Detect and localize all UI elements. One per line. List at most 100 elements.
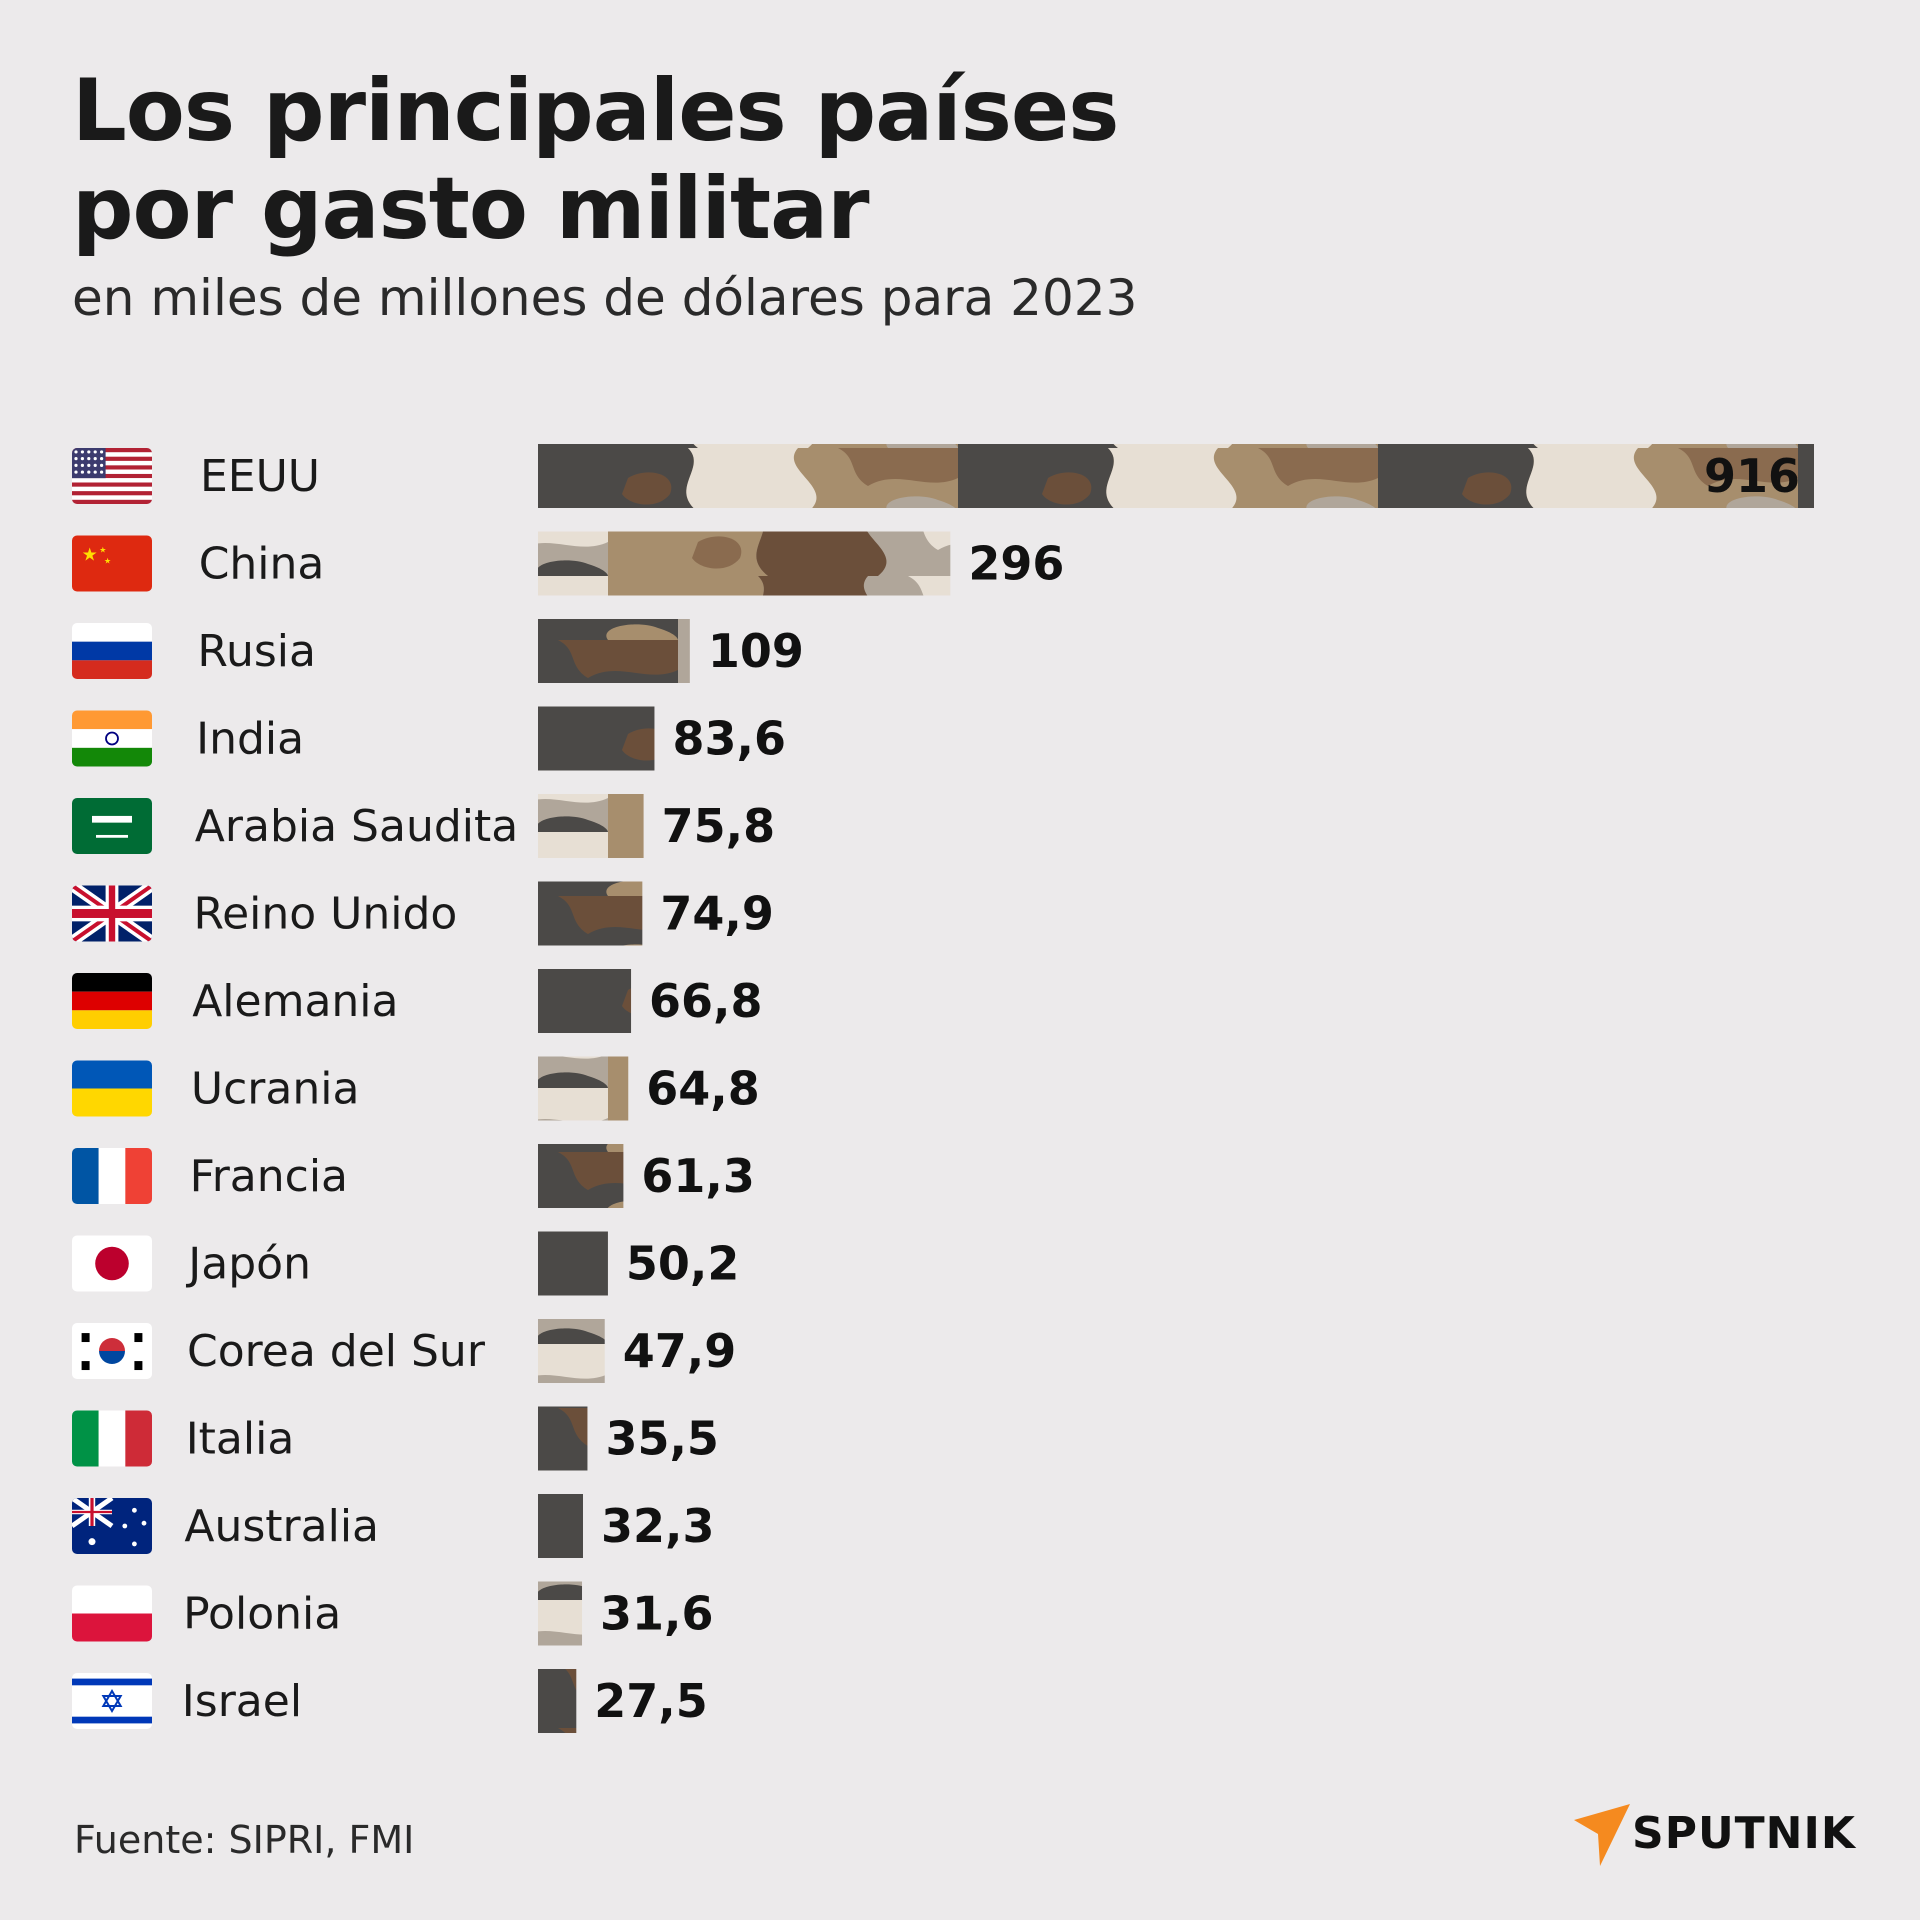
flag-star bbox=[100, 450, 104, 454]
bar-row: Corea del Sur 47,9 bbox=[72, 1319, 736, 1383]
data-label: 75,8 bbox=[662, 799, 776, 853]
flag-trigram bbox=[81, 1361, 90, 1371]
page-subtitle: en miles de millones de dólares para 202… bbox=[72, 269, 1138, 327]
flag-stripe bbox=[72, 1716, 152, 1724]
flag-icon bbox=[72, 448, 152, 504]
flag-icon bbox=[72, 1323, 152, 1379]
bar-row: EEUU 916 bbox=[72, 444, 1814, 508]
flag-sun bbox=[95, 1246, 129, 1281]
title-line-2: por gasto militar bbox=[72, 159, 870, 259]
flag-star bbox=[100, 457, 104, 461]
flag-star bbox=[80, 457, 84, 461]
category-label: Rusia bbox=[197, 626, 316, 677]
flag-part bbox=[98, 1410, 126, 1467]
flag-star bbox=[74, 450, 78, 454]
bar bbox=[538, 794, 644, 858]
bar bbox=[538, 531, 951, 596]
flag-star bbox=[100, 470, 104, 474]
flag-icon bbox=[72, 1498, 152, 1554]
flag-stripe bbox=[72, 456, 152, 461]
flag-part bbox=[125, 1410, 152, 1467]
flag-star bbox=[87, 450, 91, 454]
flag-star bbox=[80, 463, 84, 467]
flag-icon bbox=[72, 973, 152, 1029]
flag-stripe bbox=[72, 469, 152, 474]
flag-icon: ★ ★★ bbox=[72, 535, 152, 592]
bar-row: Reino Unido 74,9 bbox=[72, 881, 774, 946]
flag-star bbox=[141, 1520, 147, 1526]
flag-part bbox=[72, 1148, 99, 1204]
flag-part bbox=[72, 747, 152, 767]
bar bbox=[538, 706, 655, 771]
bar-row: Israel 27,5 bbox=[72, 1669, 708, 1733]
flag-part bbox=[72, 660, 152, 679]
flag-star bbox=[93, 450, 97, 454]
category-label: EEUU bbox=[200, 451, 320, 502]
bar bbox=[538, 444, 1814, 508]
bar bbox=[538, 1581, 583, 1646]
bar bbox=[538, 1406, 588, 1471]
logo-wordmark: SPUTNIK bbox=[1632, 1808, 1856, 1859]
sputnik-logo: SPUTNIK bbox=[1570, 1800, 1860, 1870]
data-label: 50,2 bbox=[626, 1237, 740, 1291]
flag-star bbox=[74, 463, 78, 467]
flag-star bbox=[74, 457, 78, 461]
source-note: Fuente: SIPRI, FMI bbox=[74, 1818, 415, 1862]
bar-row: Rusia 109 bbox=[72, 619, 804, 683]
flag-icon bbox=[72, 798, 152, 854]
flag-icon bbox=[72, 710, 152, 767]
flag-part bbox=[72, 710, 152, 730]
bar-row: ★ ★★ China 296 bbox=[72, 531, 1064, 596]
bar-row: Australia 32,3 bbox=[72, 1494, 714, 1558]
bar-row: Francia 61,3 bbox=[72, 1144, 755, 1208]
category-label: Reino Unido bbox=[194, 889, 458, 940]
flag-star bbox=[93, 470, 97, 474]
page-title: Los principales países por gasto militar bbox=[72, 62, 1372, 258]
bar-row: Japón 50,2 bbox=[72, 1231, 740, 1296]
flag-icon bbox=[72, 1148, 152, 1204]
flag-star bbox=[93, 457, 97, 461]
data-label: 916 bbox=[1704, 449, 1800, 503]
data-label: 296 bbox=[968, 537, 1064, 591]
flag-icon bbox=[72, 623, 152, 679]
category-label: Arabia Saudita bbox=[195, 801, 518, 852]
flag-star bbox=[87, 470, 91, 474]
category-label: China bbox=[199, 539, 325, 590]
bar bbox=[538, 1056, 629, 1121]
data-label: 27,5 bbox=[594, 1674, 708, 1728]
data-label: 66,8 bbox=[649, 974, 763, 1028]
flag-taeguk bbox=[99, 1351, 125, 1364]
flag-cross bbox=[72, 1510, 112, 1514]
flag-part bbox=[125, 1148, 152, 1204]
bar-row: Alemania 66,8 bbox=[72, 969, 763, 1033]
flag-star bbox=[100, 463, 104, 467]
flag-star: ★ bbox=[104, 557, 111, 566]
flag-part bbox=[72, 1010, 152, 1029]
flag-part bbox=[72, 729, 152, 748]
bar bbox=[538, 1669, 577, 1733]
flag-script bbox=[92, 815, 132, 823]
flag-part bbox=[72, 623, 152, 642]
flag-trigram bbox=[134, 1333, 143, 1343]
flag-stripe bbox=[72, 495, 152, 500]
flag-star: ★ bbox=[99, 545, 106, 554]
category-label: Israel bbox=[182, 1676, 302, 1727]
flag-part bbox=[72, 973, 152, 992]
flag-part bbox=[72, 1613, 152, 1642]
category-label: Alemania bbox=[192, 976, 398, 1027]
data-label: 61,3 bbox=[641, 1149, 755, 1203]
bar-row: Italia 35,5 bbox=[72, 1406, 719, 1471]
flag-sword bbox=[96, 834, 128, 838]
category-label: Australia bbox=[184, 1501, 379, 1552]
flag-stripe bbox=[72, 448, 152, 453]
data-label: 74,9 bbox=[660, 887, 774, 941]
bar-row: Arabia Saudita 75,8 bbox=[72, 794, 775, 858]
data-label: 109 bbox=[708, 624, 804, 678]
category-label: Corea del Sur bbox=[187, 1326, 486, 1377]
bar-row: Ucrania 64,8 bbox=[72, 1056, 760, 1121]
bar bbox=[538, 619, 690, 683]
bar bbox=[538, 1494, 583, 1558]
flag-part bbox=[72, 991, 152, 1011]
data-label: 31,6 bbox=[600, 1587, 714, 1641]
